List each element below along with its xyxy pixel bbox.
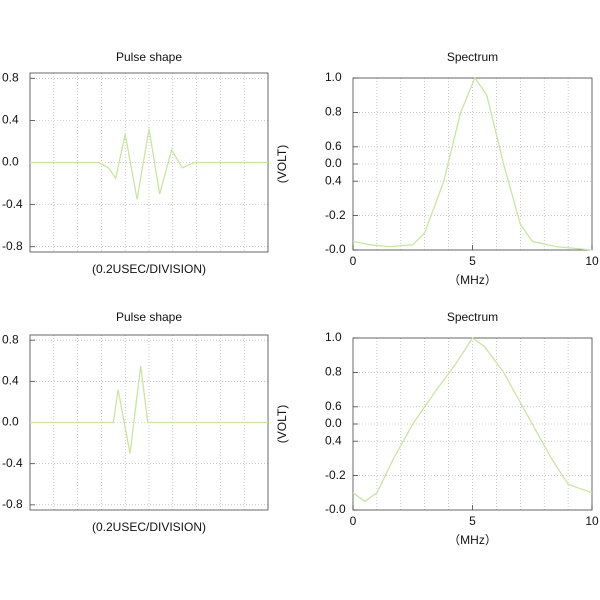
y-tick-label: 0.0 [2,155,19,169]
curve [352,76,593,251]
panel-title: Pulse shape [116,50,182,64]
y-tick-label: 0.0 [2,415,19,429]
y-tick-label: -0.8 [2,239,23,253]
y-tick-label: -0.0 [325,242,346,256]
y-tick-label: 0.4 [2,373,19,387]
x-tick-label: 10 [585,254,599,268]
y-tick-label: 0.6 [325,139,342,153]
y-tick-label: -0.4 [2,456,23,470]
x-axis-label: (0.2USEC/DIVISION) [92,520,206,534]
y-tick-label: 1.0 [325,330,342,344]
y-axis-label: (VOLT) [275,145,289,183]
curve [30,128,268,200]
x-axis-label: （MHz） [448,533,497,547]
y-tick-label: 0.8 [325,105,342,119]
panel-title: Spectrum [447,310,498,324]
panel-title: Pulse shape [116,310,182,324]
x-axis-label: （MHz） [448,273,497,287]
y-tick-label: 0.4 [2,113,19,127]
y-tick-label: 0.4 [325,173,342,187]
plot-frame [352,337,593,511]
y-tick-label: 0.8 [325,365,342,379]
x-tick-label: 5 [469,514,476,528]
y-tick-label: -0.2 [325,468,346,482]
y-tick-label: 1.0 [325,70,342,84]
y-tick-label: -0.4 [2,197,23,211]
y-tick-label: -0.8 [2,497,23,511]
plot-frame [352,77,593,251]
curve [352,337,593,503]
panel-title: Spectrum [447,50,498,64]
y-axis-label: (VOLT) [275,405,289,443]
y-tick-label: 0.0 [325,156,342,170]
curve [30,365,268,454]
y-tick-label: 0.0 [325,416,342,430]
y-tick-label: 0.6 [325,399,342,413]
x-tick-label: 10 [585,514,599,528]
x-tick-label: 0 [350,254,357,268]
x-tick-label: 5 [469,254,476,268]
x-tick-label: 0 [350,514,357,528]
x-axis-label: (0.2USEC/DIVISION) [92,262,206,276]
y-tick-label: -0.2 [325,208,346,222]
y-tick-label: 0.8 [2,70,19,84]
y-tick-label: 0.8 [2,332,19,346]
y-tick-label: -0.0 [325,502,346,516]
y-tick-label: 0.4 [325,433,342,447]
